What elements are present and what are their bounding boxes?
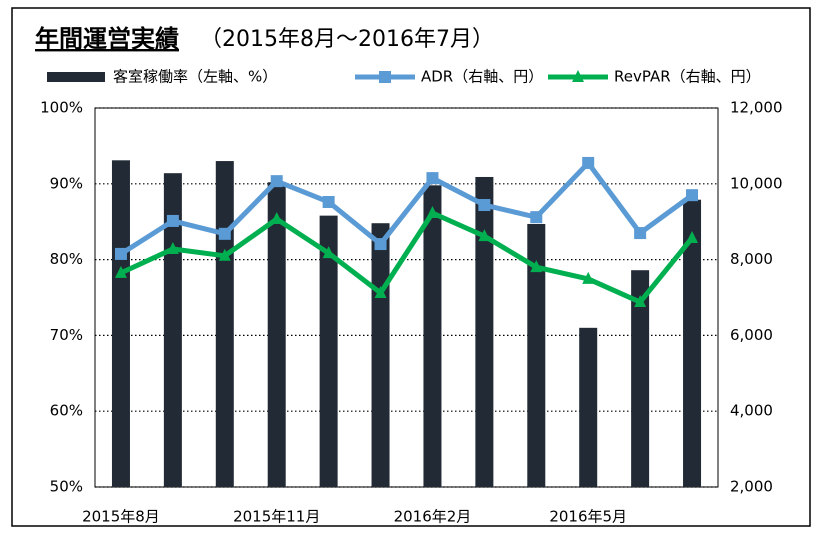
bar xyxy=(423,185,442,488)
y-tick-label: 60% xyxy=(50,402,83,420)
marker xyxy=(426,205,439,218)
y-tick-label: 100% xyxy=(40,99,83,117)
marker xyxy=(582,271,595,284)
y-tick-label: 50% xyxy=(50,478,83,496)
legend-swatch xyxy=(47,72,105,82)
line xyxy=(119,210,694,305)
y2-tick-label: 12,000 xyxy=(730,99,783,117)
marker xyxy=(270,212,283,225)
marker xyxy=(218,227,231,240)
chart-title: 年間運営実績 xyxy=(35,25,179,53)
x-tick-label: 2016年2月 xyxy=(394,508,472,526)
marker xyxy=(218,248,231,261)
bar xyxy=(475,176,494,487)
marker xyxy=(530,211,543,224)
bar xyxy=(683,199,702,487)
legend-label: RevPAR（右軸、円） xyxy=(614,68,761,86)
y-tick-label: 70% xyxy=(50,326,83,344)
marker xyxy=(270,175,283,188)
marker xyxy=(374,238,387,251)
marker xyxy=(166,214,179,227)
marker xyxy=(686,230,699,243)
legend-label: 客室稼働率（左軸、%） xyxy=(113,68,277,86)
x-tick-label: 2015年11月 xyxy=(233,508,320,526)
chart-frame xyxy=(11,7,811,527)
marker xyxy=(530,260,543,273)
marker xyxy=(114,247,127,260)
bar xyxy=(267,182,286,487)
bar xyxy=(631,270,650,487)
y-tick-label: 90% xyxy=(50,174,83,192)
bar xyxy=(319,215,338,488)
legend-label: ADR（右軸、円） xyxy=(421,68,543,86)
marker xyxy=(478,199,491,212)
marker xyxy=(114,265,127,278)
bar xyxy=(371,223,390,487)
marker xyxy=(634,227,647,240)
marker xyxy=(478,229,491,242)
line xyxy=(119,160,694,257)
x-tick-label: 2015年8月 xyxy=(82,508,160,526)
x-tick-label: 2016年5月 xyxy=(549,508,627,526)
y2-tick-label: 10,000 xyxy=(730,174,783,192)
bar xyxy=(527,223,546,487)
marker xyxy=(322,246,335,259)
y2-tick-label: 8,000 xyxy=(730,250,773,268)
y2-tick-label: 6,000 xyxy=(730,326,773,344)
legend-marker xyxy=(379,71,391,83)
y2-tick-label: 4,000 xyxy=(730,402,773,420)
marker xyxy=(634,295,647,308)
plot-frame xyxy=(94,107,719,488)
marker xyxy=(426,172,439,185)
chart-subtitle: （2015年8月～2016年7月） xyxy=(200,27,494,52)
y2-tick-label: 2,000 xyxy=(730,478,773,496)
marker xyxy=(582,156,595,169)
bar xyxy=(215,161,234,487)
bar xyxy=(579,327,598,487)
marker xyxy=(374,285,387,298)
marker xyxy=(322,195,335,208)
y-tick-label: 80% xyxy=(50,250,83,268)
marker xyxy=(686,189,699,202)
marker xyxy=(166,241,179,254)
legend-marker xyxy=(572,70,584,82)
bar xyxy=(111,160,130,487)
